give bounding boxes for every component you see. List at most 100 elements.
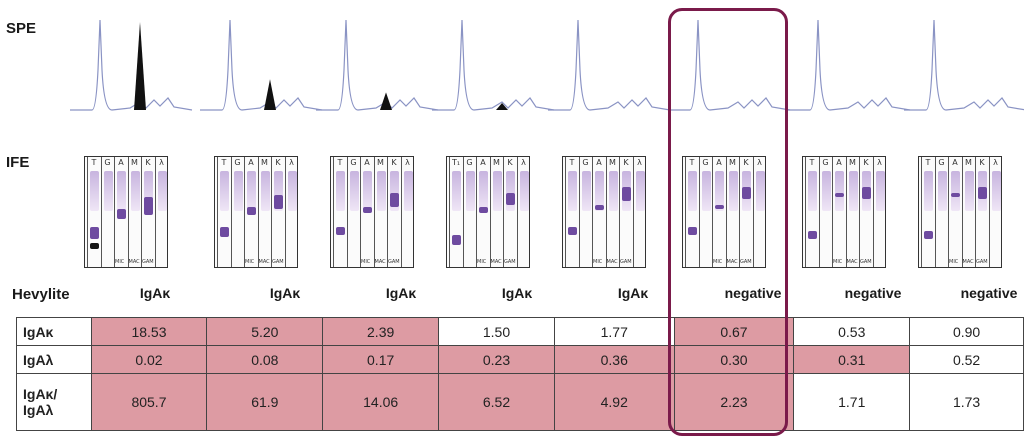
ife-band [688, 227, 697, 235]
ife-smear [157, 171, 167, 211]
lambda-value-cell: 0.23 [438, 345, 555, 374]
lane-footer: GAM [620, 259, 632, 265]
spe-curve [432, 19, 555, 111]
ife-smear [755, 171, 765, 211]
ife-lane: G [698, 157, 712, 267]
ife-smear [336, 171, 345, 211]
ife-lane: T [685, 157, 698, 267]
lane-header: A [480, 158, 486, 167]
ife-lane: A [114, 157, 127, 267]
lane-header: λ [637, 158, 642, 167]
ife-band [247, 207, 256, 215]
ife-smear [479, 171, 488, 211]
lane-header: T [925, 158, 931, 167]
ife-lane: T [805, 157, 818, 267]
ratio-value-cell: 61.9 [206, 373, 324, 431]
ife-lane: G [100, 157, 114, 267]
ife-smear [390, 171, 399, 211]
ife-band [951, 193, 960, 197]
lane-header: λ [877, 158, 882, 167]
sample-heading: negative [724, 285, 782, 301]
m-spike-peak [134, 22, 146, 110]
lane-header: T [91, 158, 97, 167]
ratio-row: IgAκ/ IgAλ 805.7 61.9 14.06 6.52 4.92 2.23 1.7… [16, 373, 1024, 431]
ife-lane: λ [872, 157, 886, 267]
ife-smear [595, 171, 604, 211]
ratio-value-cell: 4.92 [553, 373, 675, 431]
kappa-value-cell: 1.77 [553, 317, 675, 346]
ife-lane: K [271, 157, 284, 267]
lambda-value-cell: 0.36 [553, 345, 675, 374]
hevylite-table: IgAκ 18.53 5.20 2.39 1.50 1.77 0.67 0.53 0.90 I… [16, 317, 1024, 431]
ife-smear [821, 171, 831, 211]
lane-header: G [702, 158, 709, 167]
ife-smear [90, 171, 99, 211]
lane-footer: GAM [142, 259, 154, 265]
lane-footer: MIC [245, 259, 255, 265]
lane-header: λ [159, 158, 164, 167]
lane-header: K [391, 158, 397, 167]
kappa-value-cell: 1.50 [438, 317, 555, 346]
lane-footer: MAC [962, 259, 974, 265]
ife-lane: K [739, 157, 752, 267]
lane-header: T [569, 158, 575, 167]
ife-smear [220, 171, 229, 211]
lane-header: T [337, 158, 343, 167]
lane-header: A [248, 158, 254, 167]
ife-band [336, 227, 345, 235]
ratio-label-line1: IgAκ/ [23, 386, 58, 402]
lane-header: A [118, 158, 124, 167]
ife-lane: M [725, 157, 739, 267]
ife-band [452, 235, 461, 245]
ife-band [835, 193, 844, 197]
lane-header: M [131, 158, 138, 167]
ife-smear [715, 171, 724, 211]
highlight-box [668, 8, 788, 436]
ife-smear [103, 171, 113, 211]
ife-lane: K [503, 157, 516, 267]
ife-smear [991, 171, 1001, 211]
ife-lane: K [387, 157, 400, 267]
ife-smear [247, 171, 256, 211]
lane-header: G [234, 158, 241, 167]
ratio-value-cell: 14.06 [322, 373, 440, 431]
ife-lane: A [948, 157, 961, 267]
lane-footer: MIC [477, 259, 487, 265]
sample-heading: IgAκ [269, 285, 301, 301]
lane-header: M [261, 158, 268, 167]
m-spike-peak [496, 102, 508, 110]
ife-lane: G [578, 157, 592, 267]
ife-smear [287, 171, 297, 211]
ife-smear [728, 171, 738, 211]
ife-smear [635, 171, 645, 211]
spe-trace [668, 19, 791, 111]
ife-band [274, 195, 283, 209]
lane-header: G [350, 158, 357, 167]
ife-smear [568, 171, 577, 211]
ife-lane: A [832, 157, 845, 267]
lane-footer: GAM [860, 259, 872, 265]
spe-curve [316, 19, 439, 111]
ife-lane: λ [988, 157, 1002, 267]
ife-band [924, 231, 933, 239]
ife-lane: G [346, 157, 360, 267]
lane-header: M [493, 158, 500, 167]
spe-curve [668, 19, 791, 111]
ife-smear [349, 171, 359, 211]
ife-lane: T [333, 157, 346, 267]
ife-lane: λ [752, 157, 766, 267]
sample-heading: IgAκ [139, 285, 171, 301]
ife-smear [937, 171, 947, 211]
ife-smear [130, 171, 140, 211]
lane-header: A [596, 158, 602, 167]
ife-smear [363, 171, 372, 211]
m-spike-peak [380, 92, 392, 110]
ife-lane: T [217, 157, 230, 267]
ife-band [117, 209, 126, 219]
lane-footer: MAC [258, 259, 270, 265]
ife-lane: λ [516, 157, 530, 267]
